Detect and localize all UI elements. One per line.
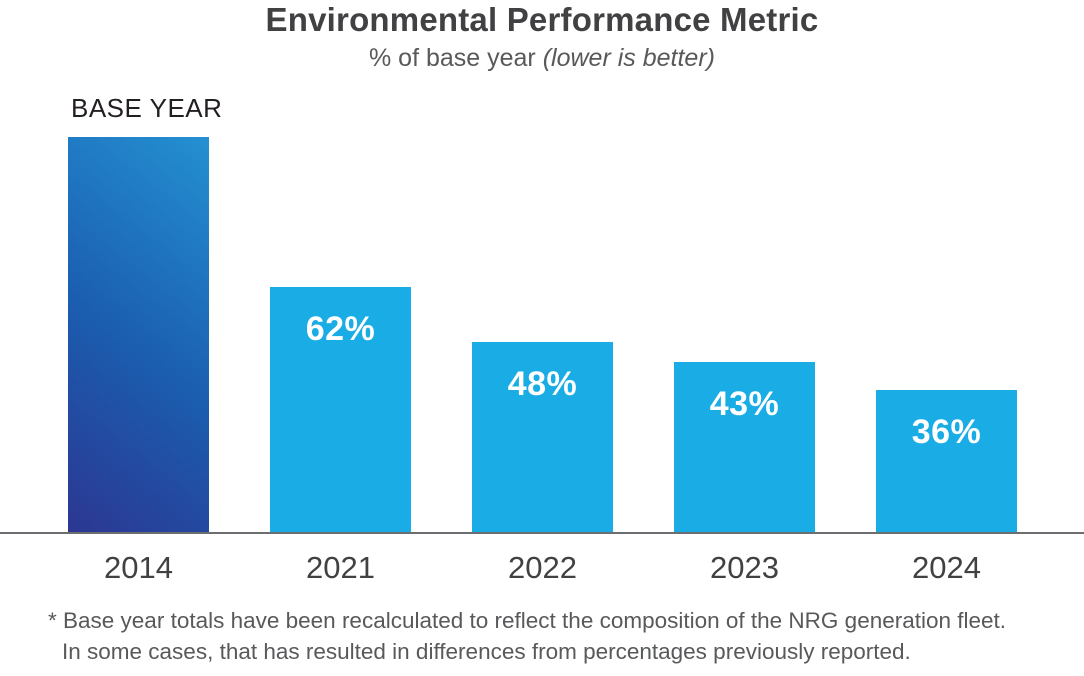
x-tick-2021: 2021 <box>306 550 375 585</box>
bar-2022: 48% <box>472 342 613 532</box>
footnote-line-1: * Base year totals have been recalculate… <box>48 608 1007 633</box>
bar-value-label: 36% <box>911 413 982 451</box>
bar-2023: 43% <box>674 362 815 532</box>
bar-2021: 62% <box>270 287 411 532</box>
x-tick-2014: 2014 <box>104 550 173 585</box>
bar-2014 <box>68 137 209 532</box>
bar-value-label: 48% <box>507 365 578 403</box>
chart-subtitle-italic: (lower is better) <box>542 44 715 72</box>
x-tick-2022: 2022 <box>508 550 577 585</box>
footnote: * Base year totals have been recalculate… <box>48 605 1006 667</box>
chart-title: Environmental Performance Metric <box>265 1 819 38</box>
chart-subtitle-plain: % of base year <box>369 44 543 72</box>
x-tick-2024: 2024 <box>912 550 981 585</box>
bar-value-label: 62% <box>305 310 376 348</box>
x-tick-2023: 2023 <box>710 550 779 585</box>
plot-area: 62% 48% 43% 36% <box>68 137 1017 532</box>
footnote-line-2: In some cases, that has resulted in diff… <box>62 639 911 664</box>
base-year-annotation: BASE YEAR <box>71 93 223 123</box>
bar-2024: 36% <box>876 390 1017 532</box>
chart-subtitle: % of base year (lower is better) <box>0 44 1084 73</box>
x-axis-line <box>0 532 1084 534</box>
bar-value-label: 43% <box>709 385 780 423</box>
